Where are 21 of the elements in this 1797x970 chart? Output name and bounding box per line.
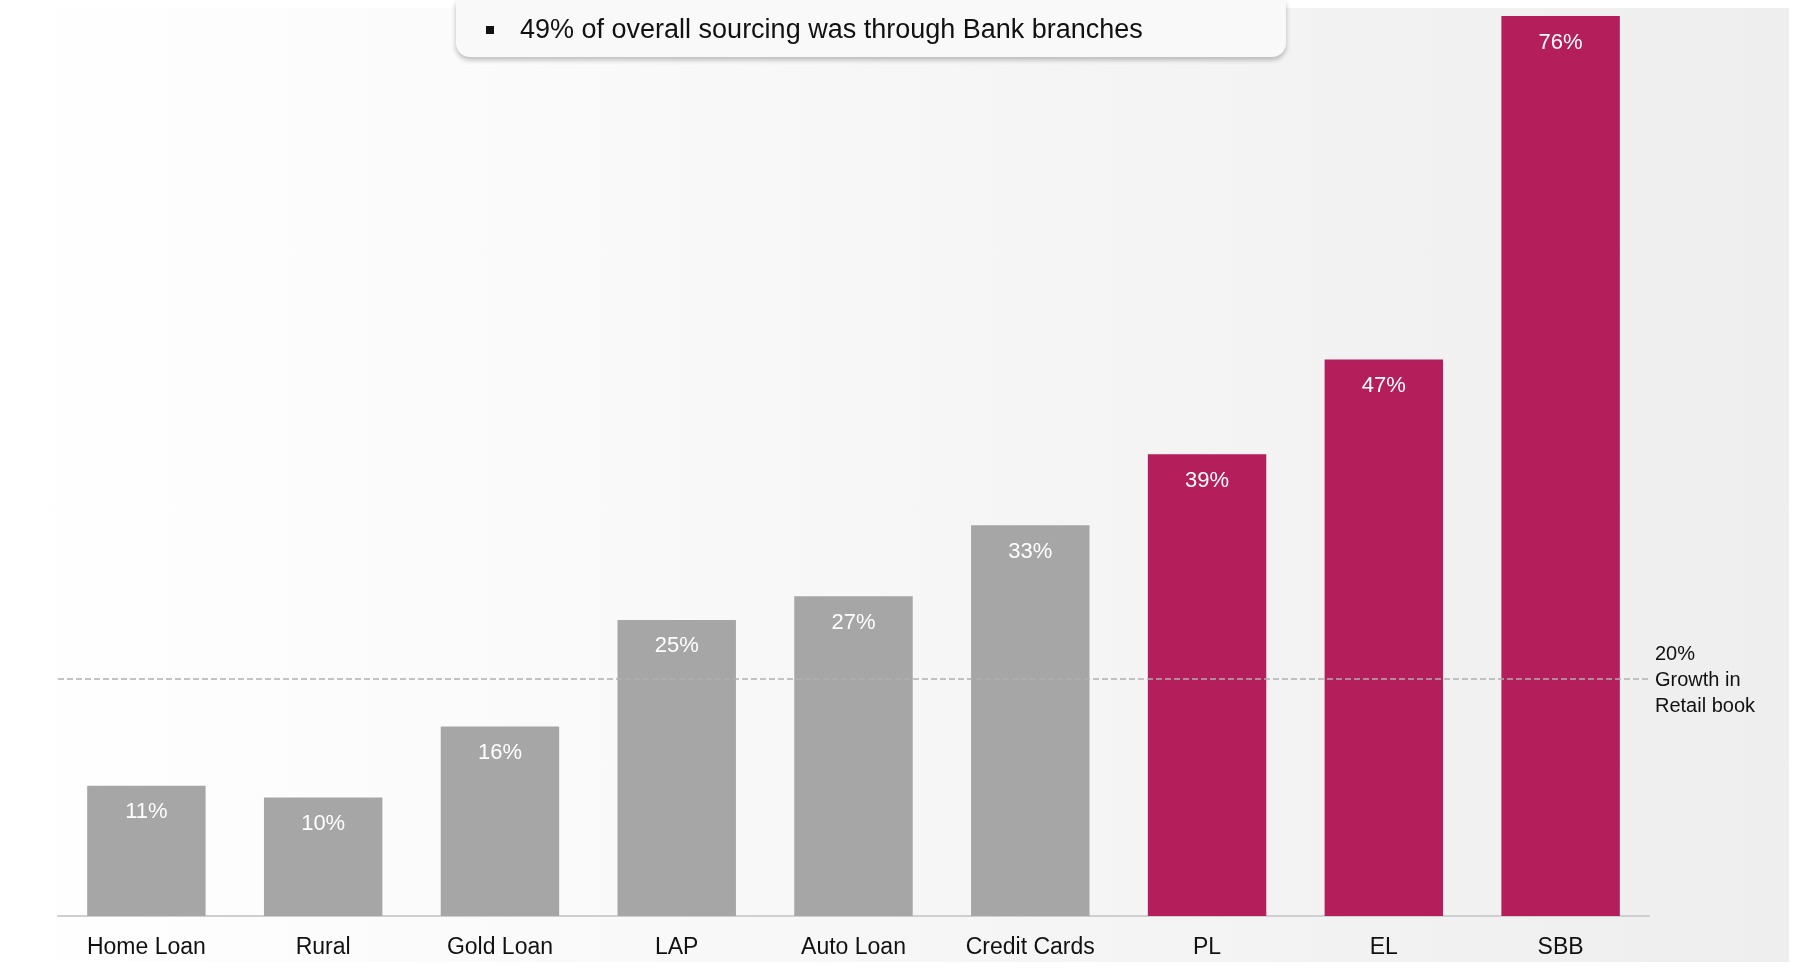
data-label: 27% xyxy=(831,608,876,634)
x-tick-label: PL xyxy=(1192,932,1222,959)
ref-line-label: 20% Growth in Retail book xyxy=(1655,642,1757,717)
x-tick-label: SBB xyxy=(1537,932,1584,959)
callout-box: 49% of overall sourcing was through Bank branches xyxy=(456,0,1286,57)
data-label: 10% xyxy=(301,810,346,836)
annotation: 49% of overall sourcing was through Bank branches xyxy=(520,14,1143,45)
x-tick-label: Home Loan xyxy=(86,932,206,959)
data-label: 16% xyxy=(477,739,522,765)
x-tick-label: Auto Loan xyxy=(801,932,906,959)
x-tick-label: LAP xyxy=(654,932,699,959)
data-label: 33% xyxy=(1008,537,1053,563)
x-tick-label: Credit Cards xyxy=(965,932,1095,959)
x-tick-label: Gold Loan xyxy=(446,932,554,959)
data-label: 11% xyxy=(125,798,168,824)
x-tick-label: EL xyxy=(1369,932,1399,959)
data-label: 39% xyxy=(1185,466,1230,492)
data-label: 47% xyxy=(1361,371,1406,397)
data-label: 76% xyxy=(1538,28,1583,54)
data-label: 25% xyxy=(654,632,699,658)
x-tick-label: Rural xyxy=(295,932,351,959)
